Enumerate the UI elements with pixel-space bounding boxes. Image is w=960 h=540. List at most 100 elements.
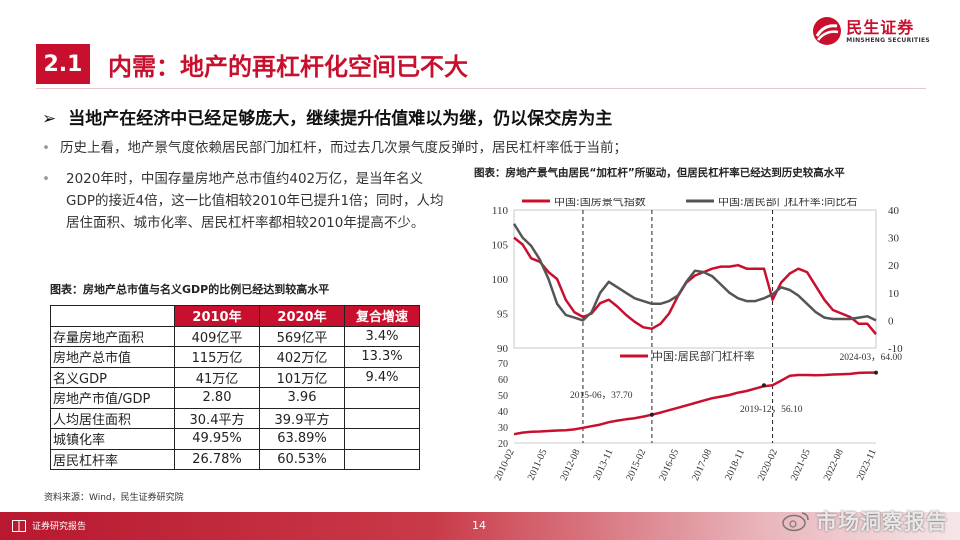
brand-name-en: MINSHENG SECURITIES — [846, 36, 930, 44]
annotation-point — [874, 370, 878, 375]
table-cell: 26.78% — [174, 448, 260, 470]
table-cell: 49.95% — [174, 428, 260, 450]
table-cell: 房地产总市值 — [50, 346, 175, 368]
left-axis-tick-label: 110 — [492, 205, 509, 217]
table-row: 名义GDP 41万亿 101万亿 9.4% — [50, 366, 420, 388]
table-row: 存量房地产面积 409亿平 569亿平 3.4% — [50, 325, 420, 347]
table-cell: 13.3% — [344, 346, 420, 368]
housing-index-series-line — [513, 236, 877, 335]
table-cell: 409亿平 — [174, 325, 260, 347]
bottom-axis-tick-label: 40 — [498, 407, 508, 418]
title-divider — [36, 88, 926, 89]
x-axis-tick-label: 2016-05 — [657, 448, 681, 483]
bullet-2: • 2020年时，中国存量房地产总市值约402万亿，是当年名义GDP的接近4倍，… — [42, 168, 452, 231]
table-cell — [344, 387, 420, 409]
table-header: 复合增速 — [344, 305, 420, 327]
gdp-ratio-table: 2010年 2020年 复合增速 存量房地产面积 409亿平 569亿平 3.4% 房… — [50, 305, 420, 470]
bullet-1: • 历史上看，地产景气度依赖居民部门加杠杆，而过去几次景气度反弹时，居民杠杆率低于… — [42, 136, 627, 156]
table-row: 城镇化率 49.95% 63.89% — [50, 428, 420, 450]
table-cell: 居民杠杆率 — [50, 448, 175, 470]
left-axis-tick-label: 95 — [497, 309, 509, 321]
right-axis-tick-label: 10 — [888, 288, 900, 300]
legend-label-household-leverage: 中国:居民部门杠杆率 — [652, 349, 755, 363]
table-cell: 人均居住面积 — [50, 407, 175, 429]
source-note: 资料来源：Wind，民生证券研究院 — [44, 493, 184, 503]
bottom-axis-tick-label: 30 — [498, 423, 508, 434]
annotation-label: 2015-06，37.70 — [570, 391, 633, 401]
table-cell: 9.4% — [344, 366, 420, 388]
table-cell — [344, 448, 420, 470]
table-row: 房地产市值/GDP 2.80 3.96 — [50, 387, 420, 409]
table-cell: 3.96 — [259, 387, 345, 409]
annotation-label: 2024-03，64.00 — [839, 353, 902, 363]
brand-name: 民生证券 — [846, 17, 915, 37]
table-cell — [344, 428, 420, 450]
right-axis-tick-label: 0 — [888, 315, 894, 327]
table-header — [50, 305, 175, 327]
legend-label-leverage-yoy: 中国:居民部门杠杆率:同比右 — [718, 198, 857, 208]
table-cell: 41万亿 — [174, 366, 260, 388]
bottom-axis-tick-label: 50 — [498, 391, 508, 402]
x-axis-tick-label: 2010-02 — [493, 448, 517, 483]
bullet-dot-icon: • — [42, 140, 50, 156]
bullet-2-text: 2020年时，中国存量房地产总市值约402万亿，是当年名义GDP的接近4倍，这一… — [66, 171, 444, 231]
table-header: 2020年 — [259, 305, 345, 327]
right-axis-tick-label: 20 — [888, 260, 900, 272]
bottom-axis-tick-label: 20 — [498, 439, 508, 450]
left-axis-tick-label: 90 — [497, 343, 509, 355]
bullet-dot-icon: • — [42, 171, 50, 187]
table-row: 人均居住面积 30.4平方 39.9平方 — [50, 407, 420, 429]
x-axis-tick-label: 2023-11 — [855, 448, 879, 483]
report-book-icon — [12, 519, 26, 532]
table-header: 2010年 — [174, 305, 260, 327]
table-cell: 城镇化率 — [50, 428, 175, 450]
right-axis-tick-label: 40 — [888, 205, 900, 217]
watermark-text: 市场洞察报告 — [816, 510, 948, 534]
x-axis-tick-label: 2015-02 — [624, 448, 648, 483]
page-title: 内需：地产的再杠杆化空间已不大 — [108, 53, 468, 81]
household-leverage-series-line — [513, 371, 876, 436]
table-row: 居民杠杆率 26.78% 60.53% — [50, 448, 420, 470]
annotation-point — [649, 412, 654, 417]
table-caption: 图表：房地产总市值与名义GDP的比例已经达到较高水平 — [50, 283, 330, 296]
x-axis-tick-label: 2022-08 — [822, 448, 846, 483]
x-axis-tick-label: 2012-08 — [558, 448, 582, 483]
x-axis-tick-label: 2020-02 — [756, 448, 780, 483]
housing-leverage-chart: 90 95 100 105 110 -10 0 10 20 30 40 20 30 40 50 60 70 中国:… — [492, 198, 904, 483]
table-cell: 名义GDP — [50, 366, 175, 388]
table-cell: 60.53% — [259, 448, 345, 470]
section-number: 2.1 — [36, 44, 90, 84]
arrow-bullet-icon: ➢ — [42, 109, 57, 129]
table-cell: 63.89% — [259, 428, 345, 450]
table-cell: 30.4平方 — [174, 407, 260, 429]
annotation-label: 2019-12，56.10 — [740, 405, 803, 415]
footer-label: 证券研究报告 — [32, 522, 87, 532]
table-cell: 2.80 — [174, 387, 260, 409]
table-cell — [344, 407, 420, 429]
watermark: 市场洞察报告 — [782, 506, 948, 536]
table-cell: 569亿平 — [259, 325, 345, 347]
x-axis-tick-label: 2021-05 — [789, 448, 813, 483]
brand-logo: 民生证券 MINSHENG SECURITIES — [812, 16, 930, 46]
brand-mark-icon — [813, 17, 842, 45]
weibo-icon — [782, 512, 809, 532]
bottom-axis-tick-label: 60 — [498, 375, 508, 386]
table-cell: 115万亿 — [174, 346, 260, 368]
lead-point: ➢ 当地产在经济中已经足够庞大，继续提升估值难以为继，仍以保交房为主 — [42, 104, 612, 129]
x-axis-tick-label: 2011-05 — [526, 448, 550, 483]
table-header-row: 2010年 2020年 复合增速 — [50, 305, 420, 327]
left-axis-tick-label: 105 — [492, 240, 509, 252]
annotation-point — [761, 383, 766, 388]
x-axis-tick-label: 2018-11 — [723, 448, 747, 483]
legend-label-housing-index: 中国:国房景气指数 — [554, 198, 646, 208]
page-number: 14 — [472, 519, 486, 532]
table-cell: 3.4% — [344, 325, 420, 347]
table-cell: 存量房地产面积 — [50, 325, 175, 347]
top-plot-frame — [513, 209, 877, 349]
left-axis-tick-label: 100 — [492, 274, 509, 286]
right-axis-tick-label: 30 — [888, 233, 900, 245]
table-cell: 101万亿 — [259, 366, 345, 388]
lead-text: 当地产在经济中已经足够庞大，继续提升估值难以为继，仍以保交房为主 — [68, 109, 613, 129]
table-cell: 房地产市值/GDP — [50, 387, 175, 409]
x-axis-tick-label: 2013-11 — [592, 448, 616, 483]
